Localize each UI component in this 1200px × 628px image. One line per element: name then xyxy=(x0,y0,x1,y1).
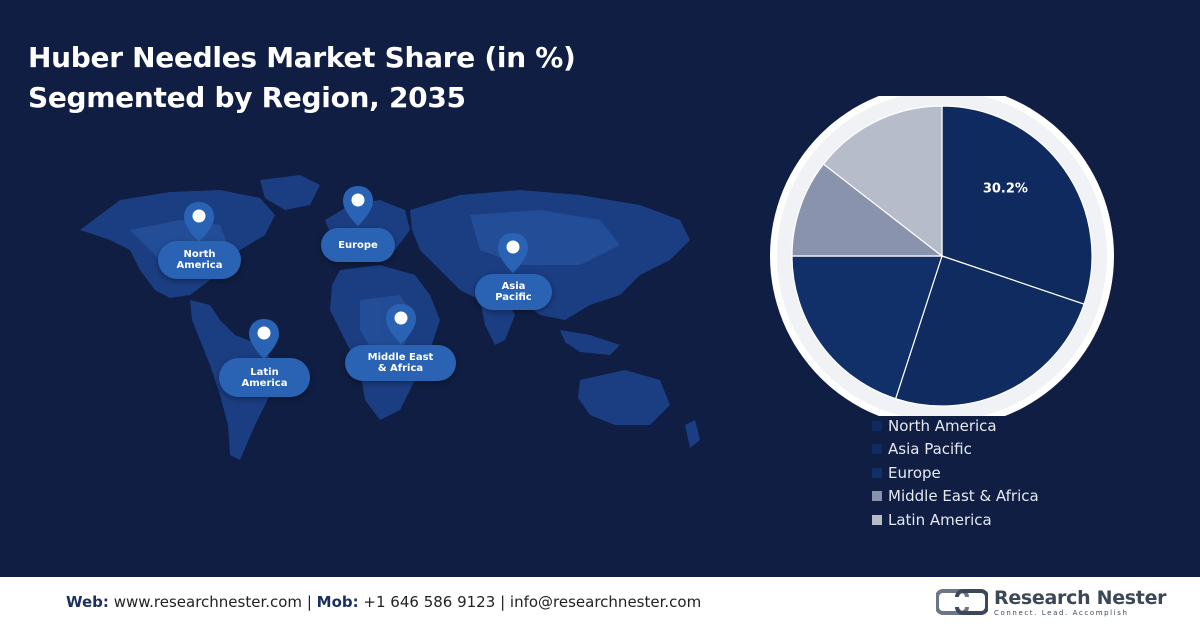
pie-slice-latin-america xyxy=(822,105,943,258)
title-line-1: Huber Needles Market Share (in %) xyxy=(28,41,576,74)
map-new-zealand xyxy=(685,420,700,448)
pie-slice-north-america xyxy=(941,105,1093,305)
legend-swatch xyxy=(872,420,882,431)
chart-legend: North America Asia Pacific Europe Middle… xyxy=(872,414,1039,532)
footer-contact: Web: www.researchnester.com | Mob: +1 64… xyxy=(66,593,701,611)
map-se-asia xyxy=(560,330,620,355)
email-link[interactable]: info@researchnester.com xyxy=(509,593,702,611)
north-america-pin-icon xyxy=(184,202,214,242)
pie-slice-asia-pacific xyxy=(894,255,1085,407)
pie-data-label: 30.2% xyxy=(983,182,1028,197)
middle-east-africa-label: Middle East & Africa xyxy=(345,345,456,381)
legend-item-europe: Europe xyxy=(872,461,1039,485)
legend-item-latin-america: Latin America xyxy=(872,508,1039,532)
north-america-label: North America xyxy=(158,241,241,279)
title-line-2: Segmented by Region, 2035 xyxy=(28,81,466,114)
legend-swatch xyxy=(872,467,882,478)
legend-item-middle-east-africa: Middle East & Africa xyxy=(872,485,1039,509)
asia-pacific-label: Asia Pacific xyxy=(475,274,552,310)
research-nester-logo: Research Nester Connect. Lead. Accomplis… xyxy=(936,586,1167,617)
infographic-panel: Huber Needles Market Share (in %) Segmen… xyxy=(0,0,1200,577)
latin-america-pin-icon xyxy=(249,319,279,359)
legend-label: Europe xyxy=(888,463,941,482)
europe-pin-icon xyxy=(343,186,373,226)
latin-america-label: Latin America xyxy=(219,358,310,397)
logo-tagline: Connect. Lead. Accomplish xyxy=(994,608,1129,617)
middle-east-africa-pin-icon xyxy=(386,304,416,344)
pie-chart: 30.2% xyxy=(770,96,1114,416)
map-greenland xyxy=(260,175,320,210)
footer: Web: www.researchnester.com | Mob: +1 64… xyxy=(0,577,1200,628)
legend-label: Asia Pacific xyxy=(888,440,972,459)
legend-swatch xyxy=(872,491,882,502)
mob-label: Mob: xyxy=(316,593,359,611)
phone-number[interactable]: +1 646 586 9123 xyxy=(363,593,496,611)
separator: | xyxy=(500,593,506,611)
legend-label: Middle East & Africa xyxy=(888,487,1039,506)
legend-label: North America xyxy=(888,416,997,435)
logo-name: Research Nester xyxy=(994,586,1167,609)
asia-pacific-pin-icon xyxy=(498,233,528,273)
legend-item-north-america: North America xyxy=(872,414,1039,438)
legend-item-asia-pacific: Asia Pacific xyxy=(872,438,1039,462)
europe-label: Europe xyxy=(321,228,395,262)
web-label: Web: xyxy=(66,593,109,611)
legend-swatch xyxy=(872,444,882,455)
separator: | xyxy=(306,593,312,611)
legend-swatch xyxy=(872,514,882,525)
page-title: Huber Needles Market Share (in %) Segmen… xyxy=(28,38,576,118)
pie-slice-europe xyxy=(791,255,943,400)
legend-label: Latin America xyxy=(888,510,992,529)
map-australia xyxy=(578,370,670,425)
logo-text: Research Nester Connect. Lead. Accomplis… xyxy=(994,586,1167,617)
pie-slice-middle-east-africa xyxy=(791,163,944,257)
logo-icon xyxy=(936,589,988,615)
web-link[interactable]: www.researchnester.com xyxy=(113,593,303,611)
